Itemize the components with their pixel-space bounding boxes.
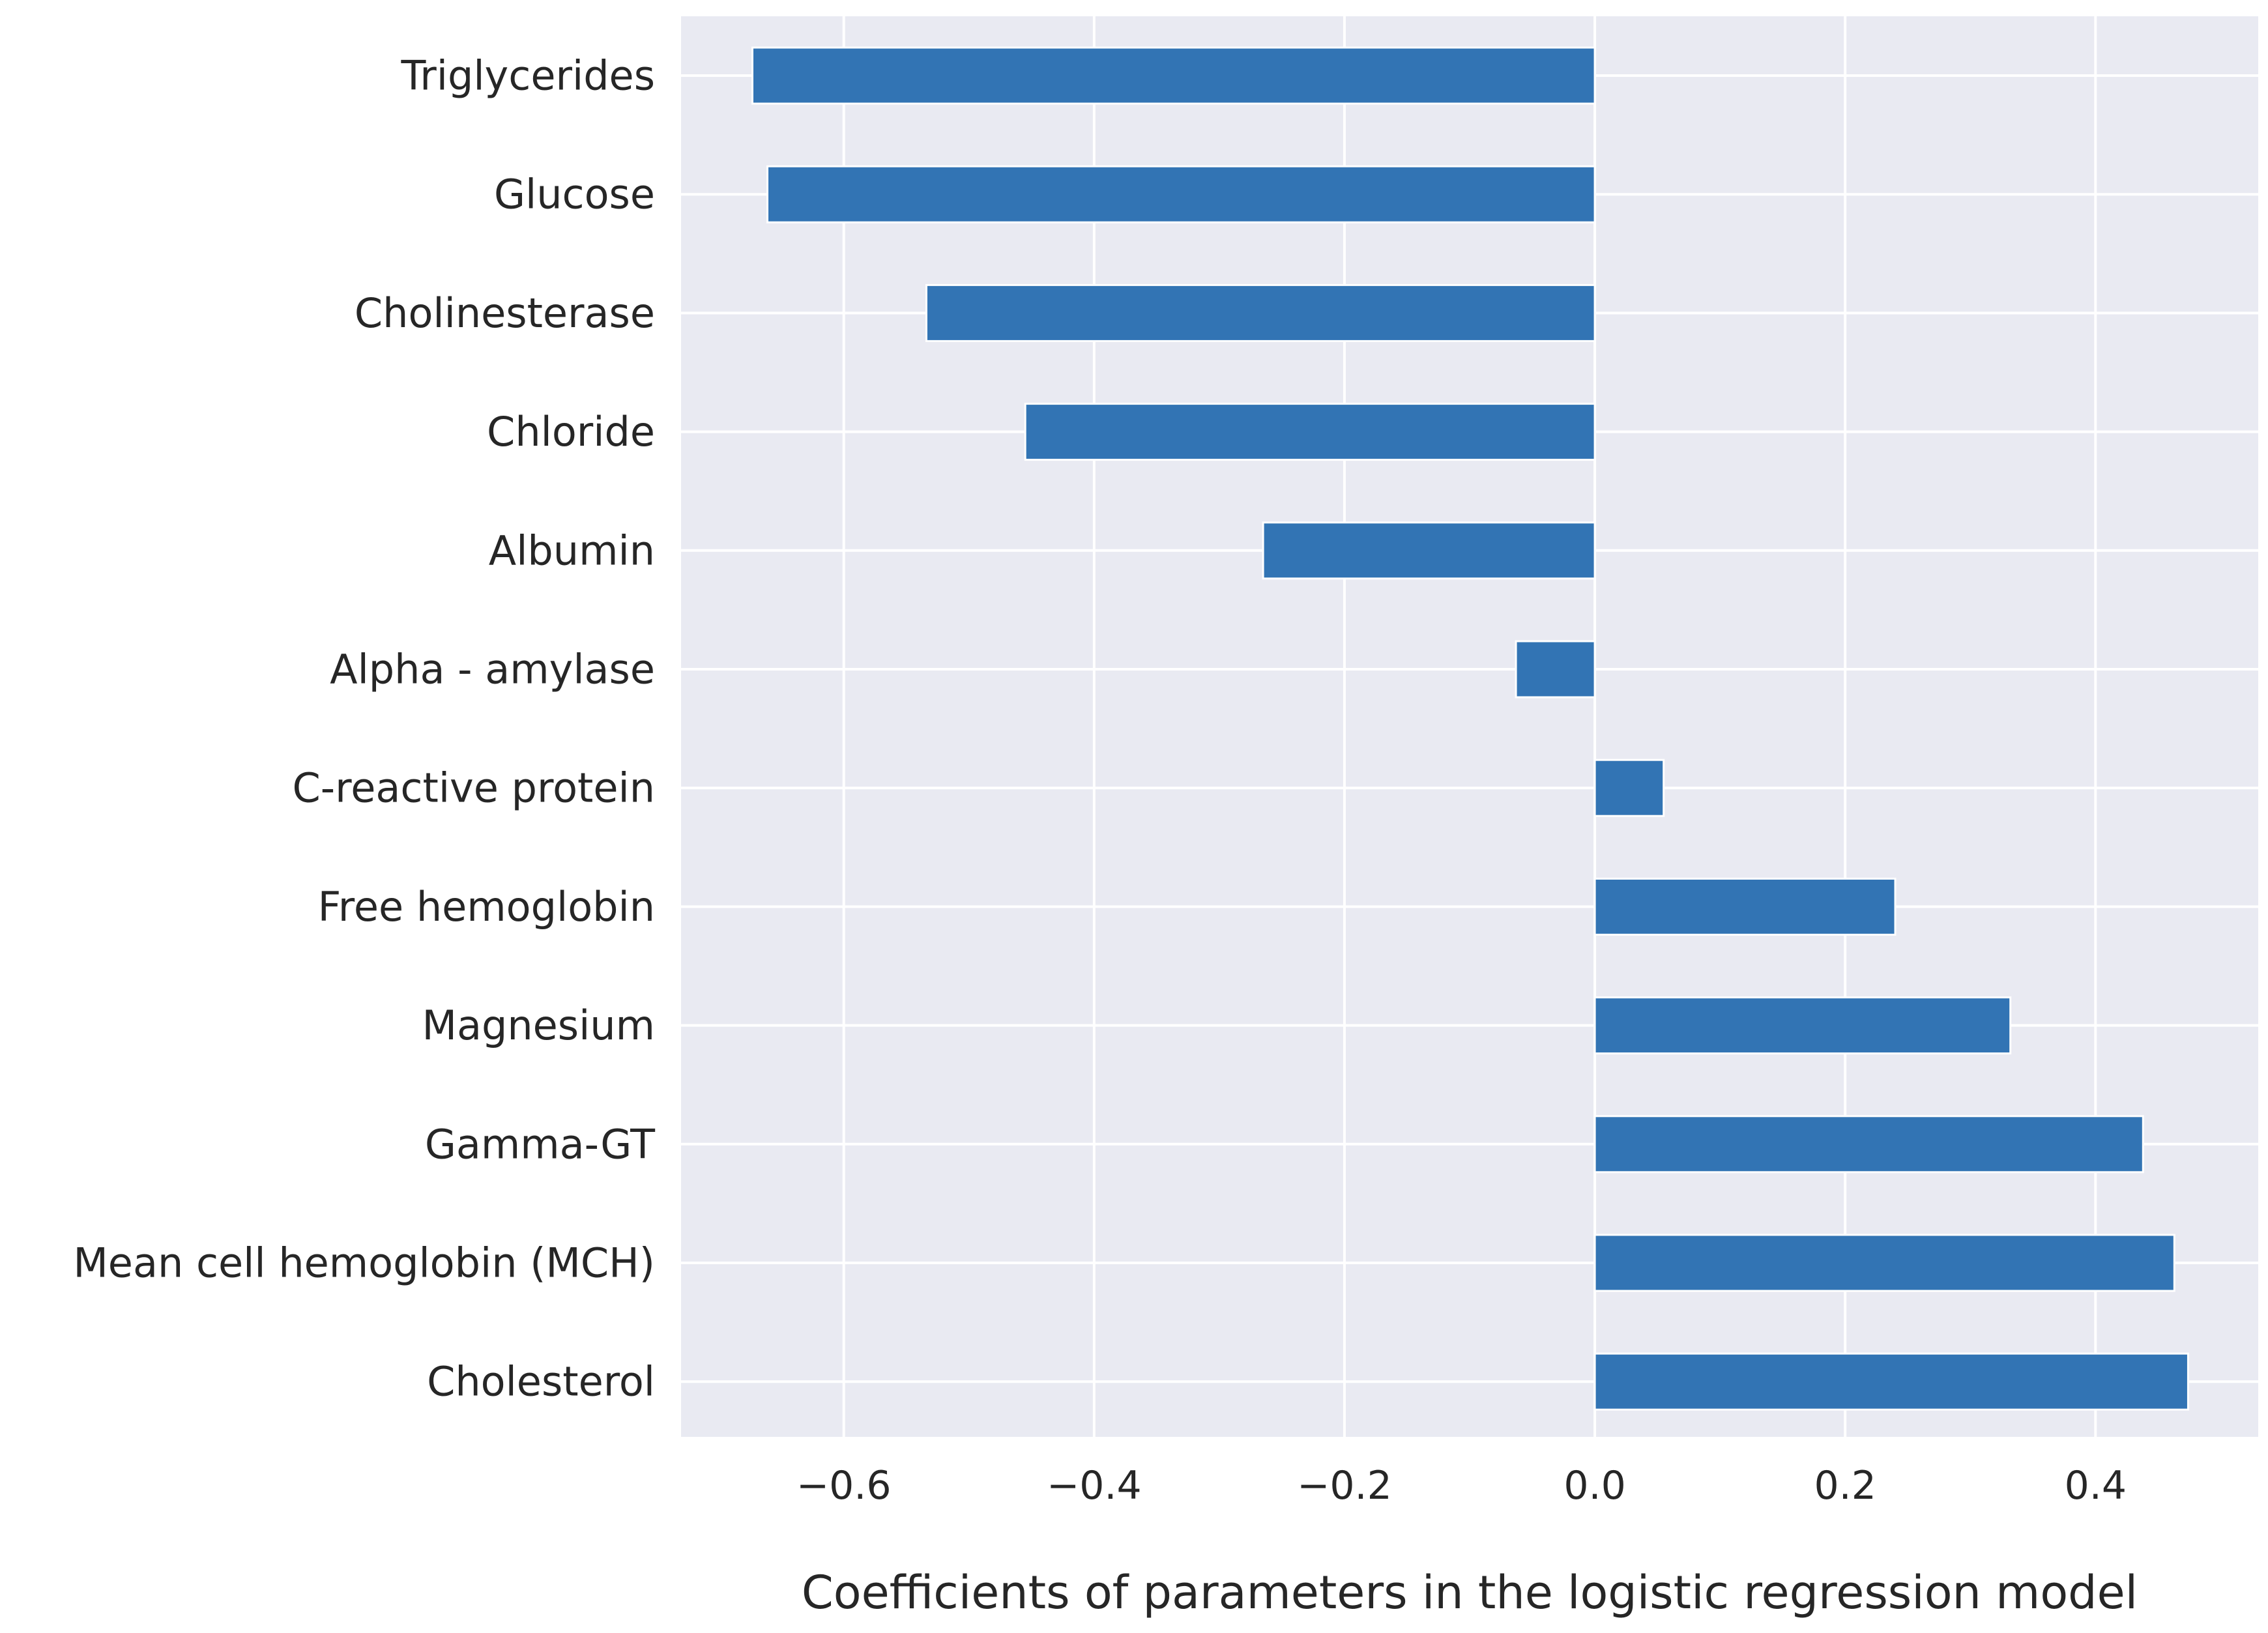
category-labels: Triglycerides Glucose Cholinesterase Chlori…: [73, 52, 656, 1406]
x-tick-label: −0.4: [1047, 1463, 1142, 1509]
x-tick-label: −0.6: [796, 1463, 892, 1509]
category-label: Mean cell hemoglobin (MCH): [73, 1239, 655, 1287]
x-tick-labels: −0.6 −0.4 −0.2 0.0 0.2 0.4: [796, 1463, 2127, 1509]
category-label: Free hemoglobin: [318, 883, 655, 931]
category-label: Triglycerides: [401, 52, 656, 100]
bar: [1593, 996, 2012, 1055]
bar: [1593, 877, 1897, 936]
category-label: Magnesium: [422, 1002, 656, 1049]
category-label: Albumin: [489, 527, 655, 574]
bars: [751, 46, 2189, 1411]
bar: [1024, 403, 1596, 461]
bar: [766, 165, 1596, 224]
bar: [1593, 1115, 2144, 1174]
x-tick-label: 0.4: [2065, 1463, 2127, 1509]
x-axis-label: Coefficients of parameters in the logist…: [802, 1566, 2138, 1619]
grid-lines: [681, 16, 2258, 1437]
plot-background: [681, 16, 2258, 1437]
category-label: Gamma-GT: [425, 1120, 656, 1168]
category-label: Glucose: [494, 171, 655, 218]
bar: [925, 283, 1596, 342]
category-label: Cholinesterase: [355, 289, 655, 337]
x-tick-label: −0.2: [1297, 1463, 1392, 1509]
category-label: Chloride: [487, 408, 655, 455]
category-label: C-reactive protein: [293, 764, 656, 812]
x-tick-label: 0.0: [1563, 1463, 1625, 1509]
category-label: Cholesterol: [427, 1358, 655, 1406]
bar: [1593, 1234, 2175, 1292]
x-tick-label: 0.2: [1814, 1463, 1876, 1509]
bar: [1593, 1352, 2189, 1411]
bar: [751, 46, 1596, 105]
bar: [1262, 521, 1596, 580]
category-label: Alpha - amylase: [330, 646, 655, 693]
bar: [1593, 759, 1665, 817]
bar: [1515, 640, 1596, 699]
